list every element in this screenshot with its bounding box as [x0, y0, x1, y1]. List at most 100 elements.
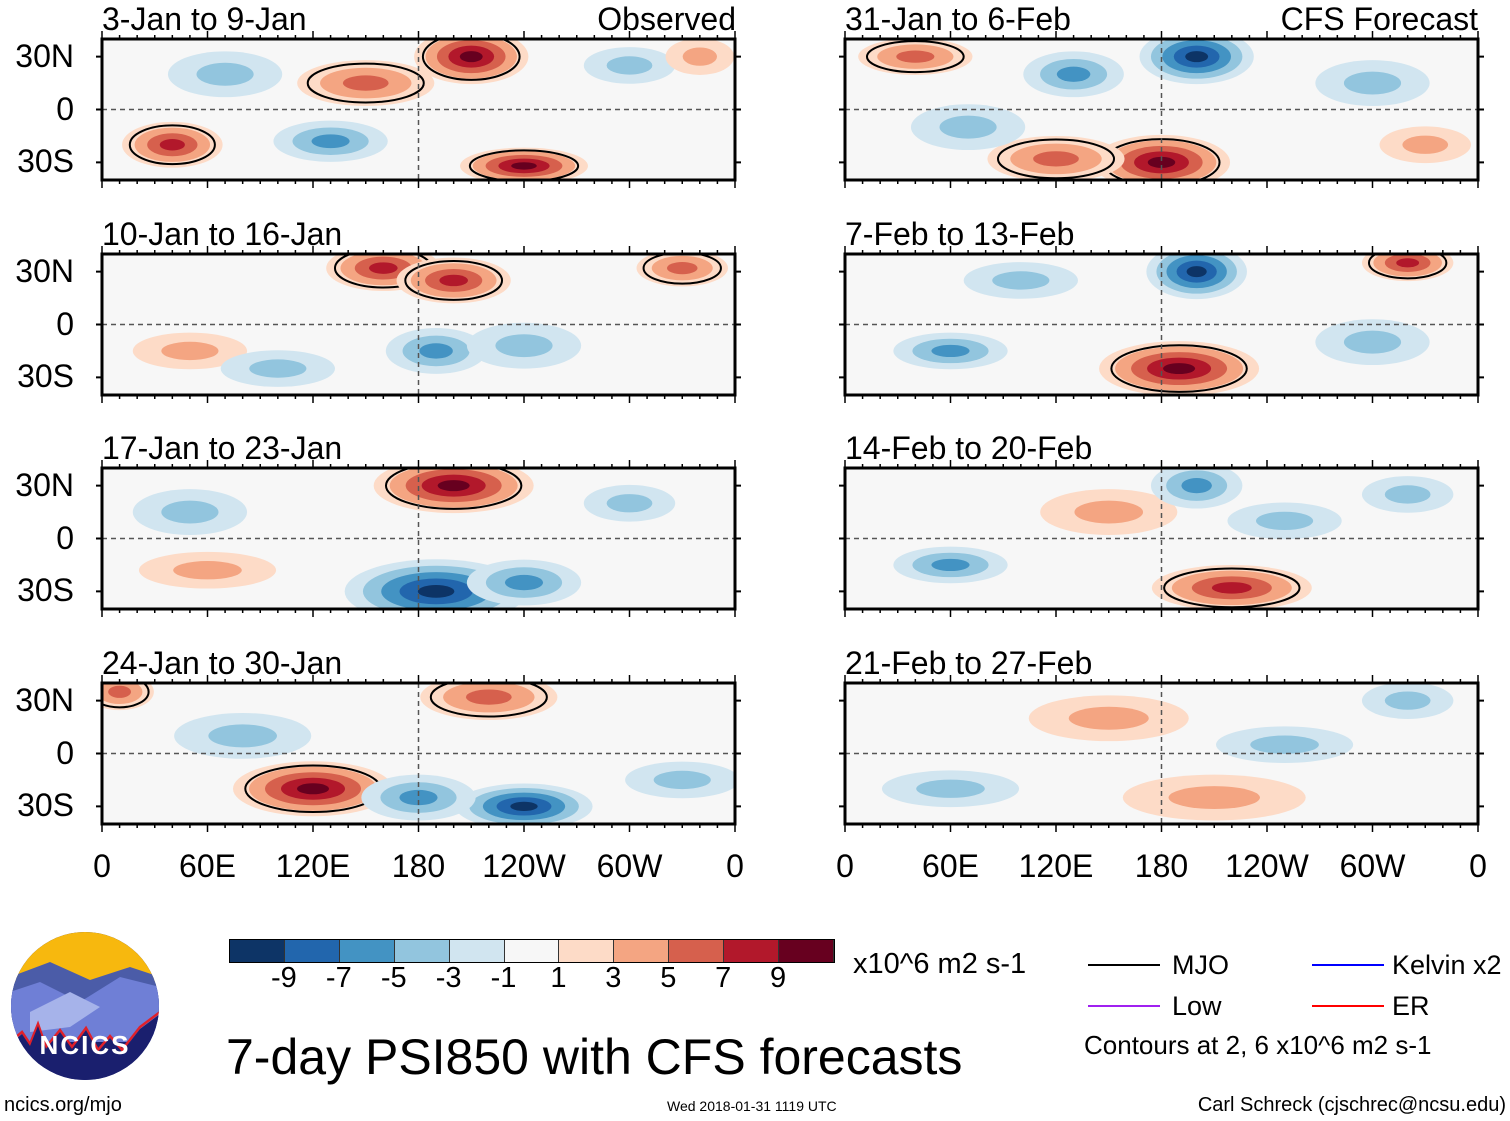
lon-tick-label: 0	[93, 848, 111, 884]
lat-tick-label: 30S	[17, 572, 74, 609]
colorbar-label: 9	[770, 962, 787, 994]
figure-title: 7-day PSI850 with CFS forecasts	[226, 1029, 963, 1085]
mjo-contour	[468, 149, 580, 180]
colorbar-label: -9	[271, 962, 297, 994]
mjo-contour	[306, 62, 425, 104]
anomaly-contour	[1147, 156, 1176, 168]
logo-text: NCICS	[40, 1030, 131, 1060]
anomaly-contour	[1185, 51, 1209, 63]
colorbar-label: -7	[325, 962, 352, 994]
legend-mjo: MJO	[1172, 950, 1229, 980]
panel-title: 10-Jan to 16-Jan	[102, 216, 343, 252]
legend-line-kelvin	[1312, 964, 1384, 966]
panel-title: 24-Jan to 30-Jan	[102, 645, 343, 681]
anomaly-contour	[108, 685, 132, 698]
anomaly-contour	[459, 51, 483, 63]
anomaly-contour	[504, 574, 544, 591]
lat-tick-label: 30N	[15, 37, 74, 74]
lon-tick-label: 60W	[596, 848, 663, 884]
contour-note: Contours at 2, 6 x10^6 m2 s-1	[1084, 1030, 1432, 1060]
colorbar-swatch	[559, 940, 615, 962]
lon-tick-label: 180	[1134, 848, 1189, 884]
panel-title: 3-Jan to 9-Jan	[102, 1, 307, 37]
anomaly-contour	[1068, 706, 1149, 730]
colorbar-swatch	[339, 940, 395, 962]
panel-title: 31-Jan to 6-Feb	[845, 1, 1071, 37]
mjo-contour	[996, 138, 1116, 180]
anomaly-contour	[939, 115, 997, 139]
anomaly-contour	[1033, 151, 1079, 167]
map-panel	[839, 460, 1484, 617]
mjo-contour	[1110, 344, 1248, 393]
colorbar-swatch	[614, 940, 670, 962]
colorbar	[229, 939, 835, 963]
lat-tick-label: 30S	[17, 358, 74, 395]
colorbar-swatch	[669, 940, 725, 962]
panel-title: 21-Feb to 27-Feb	[845, 645, 1093, 681]
units-label: x10^6 m2 s-1	[853, 948, 1027, 980]
panel-title: 14-Feb to 20-Feb	[845, 430, 1093, 466]
anomaly-contour	[1074, 500, 1144, 524]
anomaly-contour	[931, 558, 970, 572]
map-panel	[839, 246, 1484, 403]
colorbar-swatch	[449, 940, 505, 962]
anomaly-contour	[369, 262, 398, 274]
anomaly-contour	[196, 62, 254, 86]
colorbar-label: -1	[490, 962, 517, 994]
anomaly-contour	[1168, 786, 1260, 810]
lon-tick-label: 0	[1469, 848, 1487, 884]
anomaly-contour	[417, 584, 455, 598]
mjo-contour	[404, 260, 504, 301]
anomaly-contour	[1056, 66, 1091, 82]
mjo-contour	[865, 40, 965, 74]
anomaly-contour	[439, 274, 468, 287]
anomaly-contour	[399, 789, 438, 806]
anomaly-contour	[173, 561, 242, 580]
anomaly-contour	[311, 134, 350, 149]
anomaly-contour	[1211, 582, 1252, 594]
colorbar-label: 5	[660, 962, 677, 994]
mjo-contour	[128, 124, 216, 166]
lat-tick-label: 30N	[15, 681, 74, 718]
colorbar-label: 7	[715, 962, 732, 994]
anomaly-contour	[208, 724, 277, 748]
anomaly-contour	[682, 47, 717, 66]
lat-tick-label: 0	[56, 519, 74, 556]
anomaly-contour	[296, 783, 330, 795]
anomaly-contour	[437, 480, 470, 492]
anomaly-contour	[606, 494, 653, 513]
forecast-label: CFS Forecast	[1280, 1, 1478, 37]
colorbar-label: 3	[605, 962, 622, 994]
anomaly-contour	[1186, 266, 1207, 278]
anomaly-contour	[1256, 511, 1314, 531]
lat-tick-label: 0	[56, 305, 74, 342]
anomaly-contour	[342, 75, 389, 91]
observed-label: Observed	[597, 1, 736, 37]
lon-tick-label: 120W	[1225, 848, 1309, 884]
map-panel	[96, 246, 741, 403]
mjo-contour	[1367, 254, 1448, 280]
colorbar-swatch	[394, 940, 450, 962]
map-panel	[839, 675, 1484, 832]
anomaly-contour	[249, 359, 307, 378]
anomaly-contour	[511, 162, 537, 170]
site-link[interactable]: ncics.org/mjo	[4, 1094, 122, 1116]
anomaly-contour	[495, 334, 553, 358]
legend-line-low	[1088, 1005, 1160, 1007]
lat-tick-label: 30N	[15, 252, 74, 289]
anomaly-contour	[896, 50, 935, 63]
colorbar-label: -3	[435, 962, 462, 994]
anomaly-contour	[916, 779, 985, 798]
mjo-contour	[421, 39, 521, 81]
lon-tick-label: 60W	[1339, 848, 1406, 884]
ncics-logo: NCICS	[11, 932, 159, 1080]
lat-tick-label: 30S	[17, 787, 74, 824]
lat-tick-label: 0	[56, 90, 74, 127]
colorbar-swatch	[724, 940, 780, 962]
lon-tick-label: 120E	[275, 848, 351, 884]
map-panels	[96, 31, 1484, 832]
timestamp: Wed 2018-01-31 1119 UTC	[667, 1098, 837, 1114]
lon-tick-label: 60E	[922, 848, 979, 884]
anomaly-contour	[653, 770, 711, 790]
